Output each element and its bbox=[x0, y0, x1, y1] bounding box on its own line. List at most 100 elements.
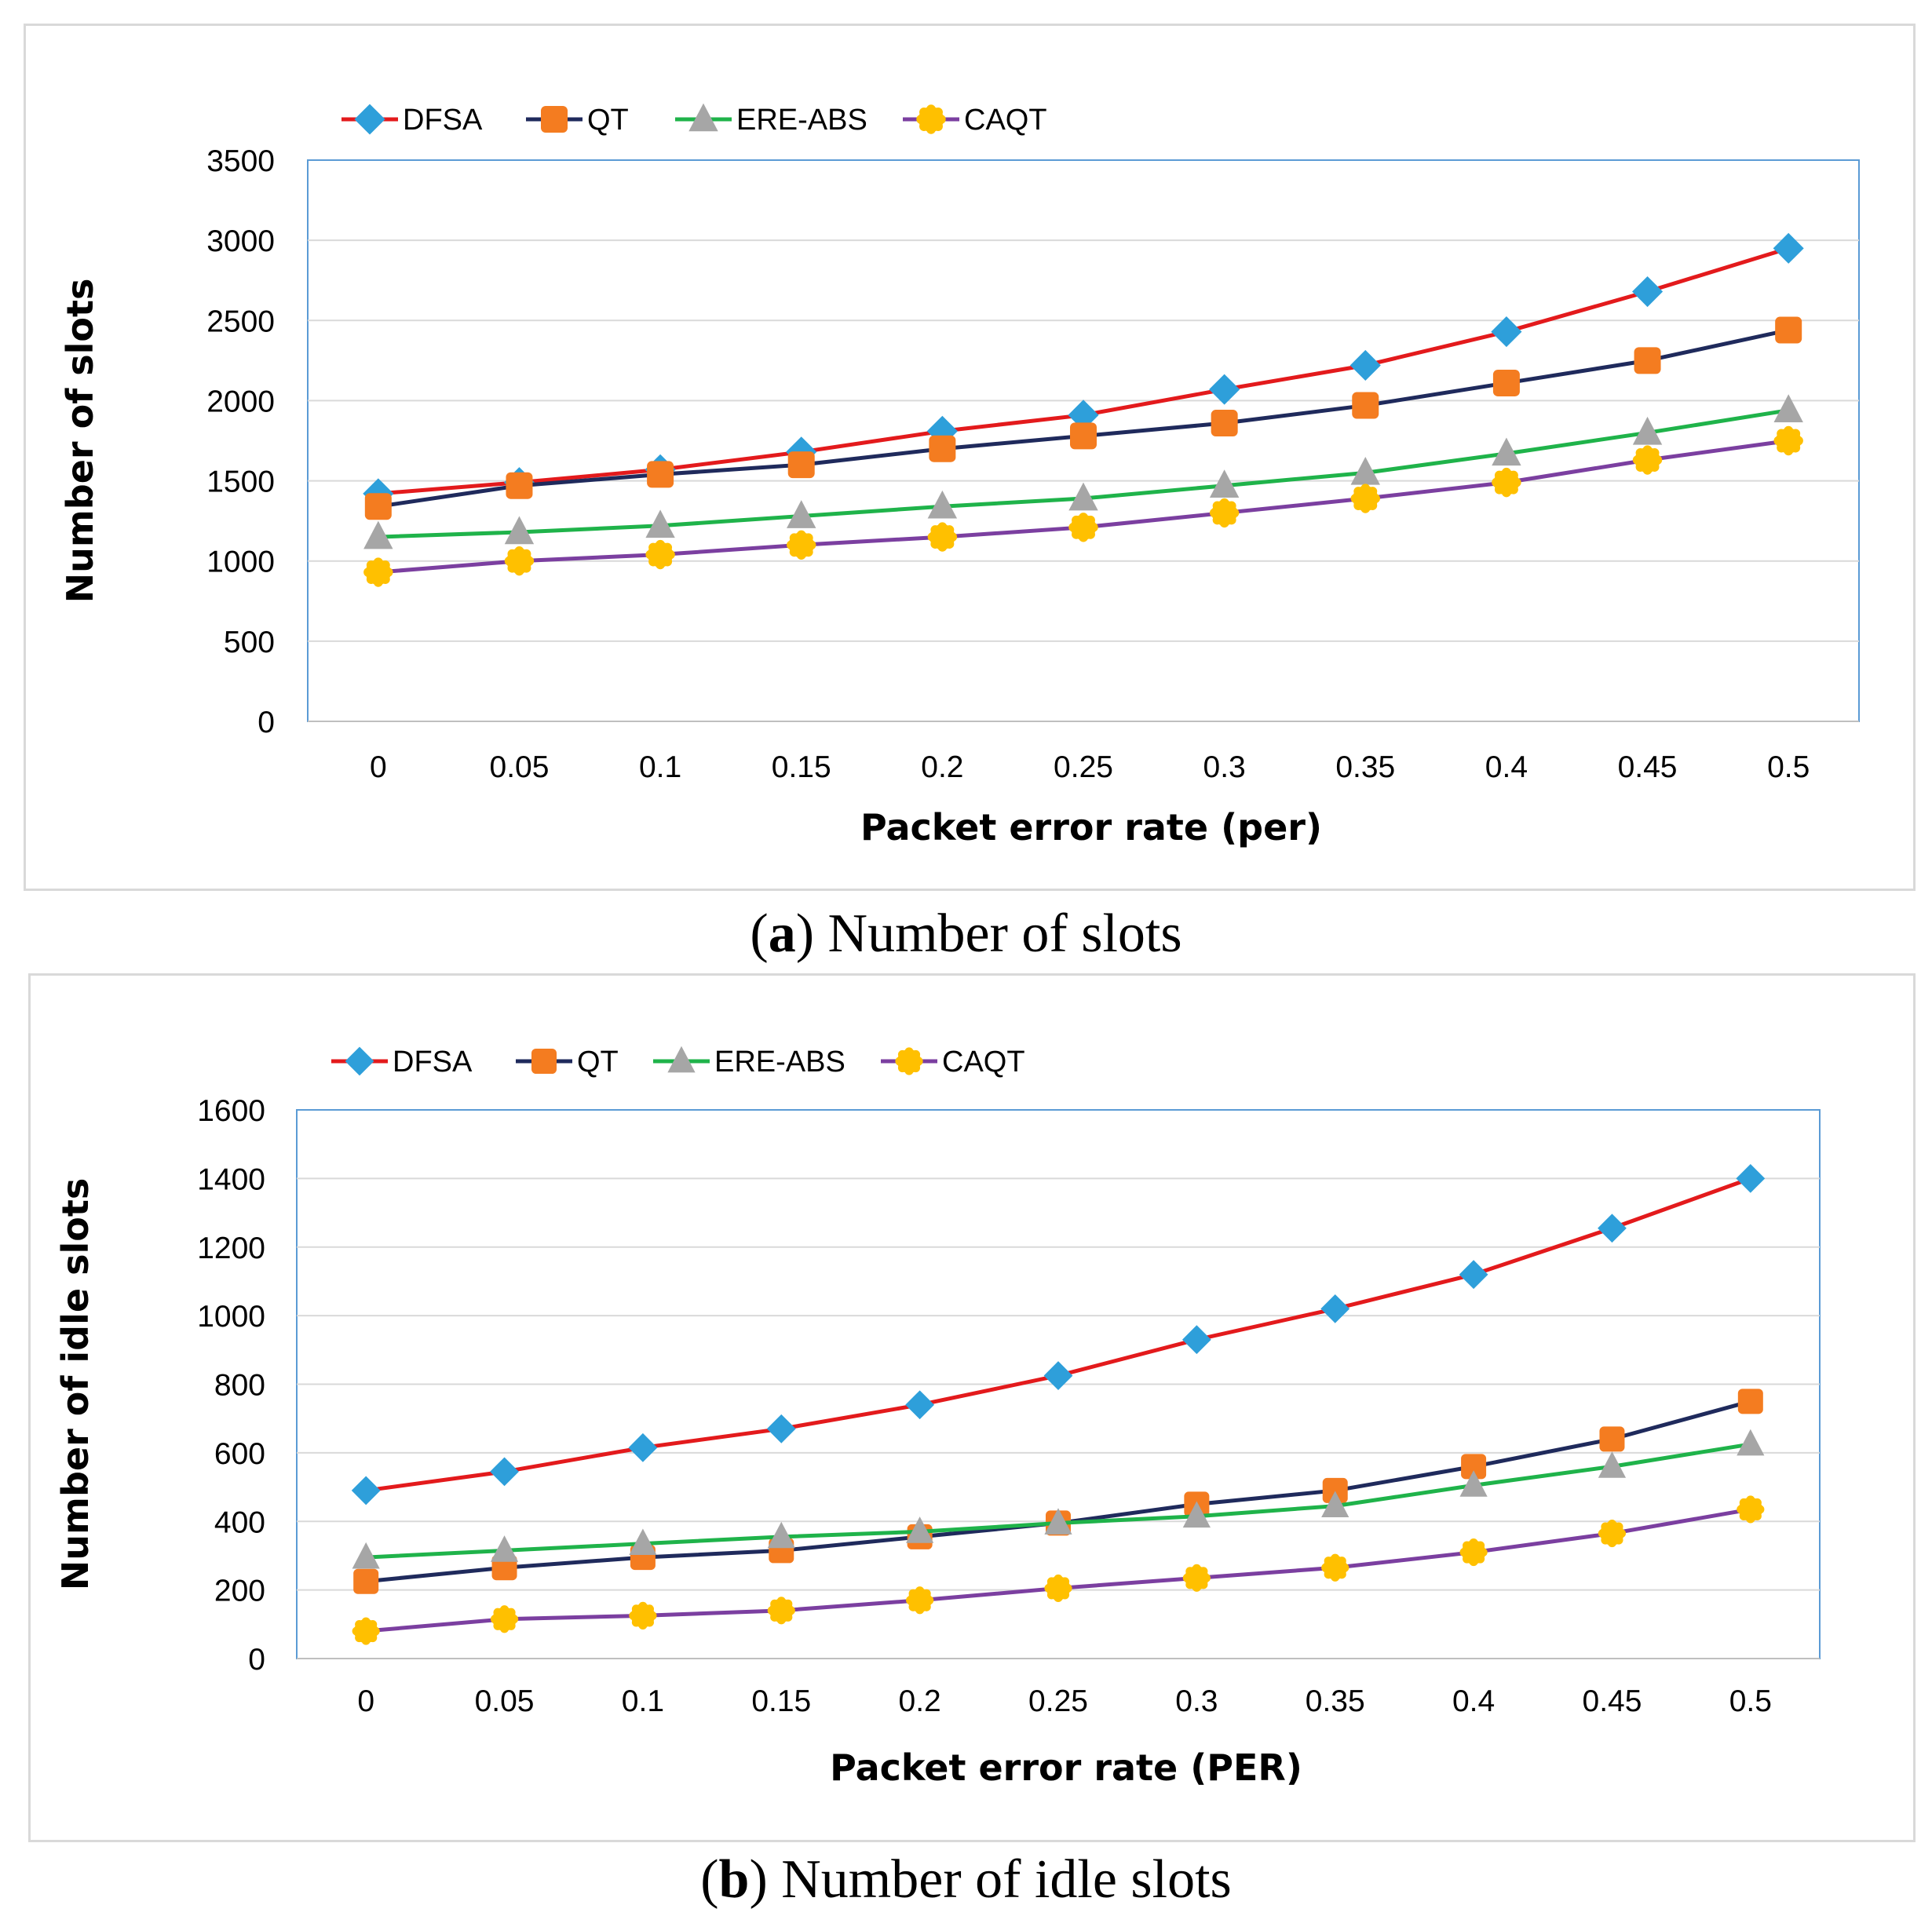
chart-b-y-axis-label: Number of idle slots bbox=[54, 1178, 97, 1590]
chart-a-point-caqt-ray bbox=[1793, 436, 1803, 446]
chart-b-point-ere-abs bbox=[1459, 1470, 1488, 1497]
chart-a-series-qt bbox=[364, 316, 1802, 520]
chart-a-legend-marker-ray bbox=[919, 108, 929, 117]
chart-a-point-caqt bbox=[645, 539, 675, 570]
chart-a-x-tick-label: 0.3 bbox=[1203, 750, 1246, 784]
chart-b-point-ere-abs bbox=[906, 1516, 934, 1543]
chart-b-point-caqt-ray bbox=[908, 1589, 918, 1598]
chart-a-point-caqt-ray bbox=[363, 568, 374, 577]
chart-b-legend-dfsa: DFSA bbox=[331, 1046, 473, 1078]
chart-b-point-caqt-ray bbox=[1060, 1590, 1070, 1600]
chart-a-point-caqt-ray bbox=[1501, 467, 1511, 477]
chart-a-point-caqt-ray bbox=[1219, 498, 1229, 508]
chart-b-point-caqt-ray bbox=[770, 1612, 780, 1622]
chart-a-point-ere-abs bbox=[1492, 437, 1521, 466]
chart-b-point-caqt-ray bbox=[1192, 1582, 1201, 1592]
chart-a-legend-dfsa: DFSA bbox=[341, 104, 483, 137]
chart-b-line-qt bbox=[365, 1399, 1751, 1584]
chart-b-point-ere-abs bbox=[352, 1542, 380, 1569]
chart-b-series-dfsa bbox=[351, 1163, 1766, 1505]
chart-a-point-caqt-ray bbox=[524, 556, 535, 566]
chart-b-point-dfsa bbox=[905, 1390, 935, 1420]
chart-a-point-caqt bbox=[787, 530, 816, 560]
chart-b-point-caqt-ray bbox=[490, 1615, 500, 1624]
chart-a-point-caqt bbox=[1350, 484, 1380, 513]
chart-b-point-caqt-ray bbox=[1614, 1522, 1623, 1531]
chart-a-legend-marker-ray bbox=[926, 124, 936, 134]
chart-a-legend-marker-ray bbox=[916, 115, 926, 124]
chart-a-point-caqt-ray bbox=[789, 547, 799, 557]
caption-b-text: Number of idle slots bbox=[781, 1849, 1232, 1910]
chart-b-point-caqt-ray bbox=[783, 1612, 793, 1622]
chart-a: 0 500 1000 1500 2000 2500 3000 3500 0 0.05 0.1 0.15… bbox=[59, 103, 1860, 849]
chart-b-point-caqt-ray bbox=[1060, 1577, 1070, 1586]
chart-a-point-caqt-ray bbox=[806, 540, 816, 550]
chart-a-point-caqt-ray bbox=[665, 549, 675, 560]
chart-a-y-tick-label: 500 bbox=[224, 626, 275, 659]
chart-b-point-caqt bbox=[1459, 1538, 1488, 1567]
chart-b-point-caqt bbox=[629, 1601, 657, 1630]
chart-a-point-caqt-ray bbox=[1360, 484, 1371, 494]
chart-a-point-caqt-ray bbox=[1086, 529, 1095, 539]
chart-a-point-caqt-ray bbox=[656, 560, 666, 570]
chart-b-point-caqt-ray bbox=[767, 1606, 776, 1615]
chart-b-point-caqt-ray bbox=[915, 1605, 925, 1615]
chart-b-y-tick-label: 1400 bbox=[197, 1162, 265, 1196]
chart-b-legend-marker-ray bbox=[914, 1057, 923, 1066]
chart-b-point-caqt-ray bbox=[368, 1633, 378, 1643]
chart-b-x-tick-label: 0 bbox=[357, 1684, 374, 1718]
chart-a-point-caqt-ray bbox=[1777, 429, 1787, 439]
chart-b-point-caqt-ray bbox=[1739, 1511, 1748, 1521]
chart-a-point-caqt-ray bbox=[507, 563, 517, 573]
chart-a-point-caqt-ray bbox=[930, 525, 940, 535]
chart-a-x-tick-label: 0.5 bbox=[1767, 750, 1810, 784]
chart-b-legend-marker bbox=[895, 1047, 923, 1075]
chart-b-point-caqt-ray bbox=[1616, 1528, 1627, 1538]
chart-a-y-tick-label: 3000 bbox=[206, 224, 275, 258]
chart-a-point-caqt-ray bbox=[1350, 494, 1360, 503]
chart-b-point-caqt-ray bbox=[1607, 1519, 1617, 1529]
chart-b-point-caqt-ray bbox=[908, 1602, 918, 1611]
chart-b-point-dfsa bbox=[1320, 1294, 1350, 1323]
chart-a-point-qt bbox=[1070, 422, 1097, 450]
chart-b-point-caqt-ray bbox=[645, 1618, 654, 1627]
chart-b-point-dfsa bbox=[1598, 1213, 1627, 1243]
chart-b-point-caqt-ray bbox=[1046, 1590, 1057, 1600]
chart-a-legend-marker bbox=[916, 104, 946, 134]
chart-b-y-tick-label: 1600 bbox=[197, 1094, 265, 1128]
chart-b-point-caqt-ray bbox=[1755, 1505, 1765, 1514]
chart-a-point-caqt-ray bbox=[1229, 508, 1240, 518]
chart-b-point-caqt bbox=[1598, 1519, 1627, 1548]
chart-b-point-caqt-ray bbox=[922, 1602, 931, 1611]
chart-a-x-tick-label: 0.25 bbox=[1054, 750, 1113, 784]
chart-a-point-qt bbox=[1352, 392, 1379, 419]
chart-a-legend-marker bbox=[688, 103, 718, 132]
chart-a-point-caqt-ray bbox=[1784, 425, 1794, 436]
chart-a-point-qt bbox=[1775, 316, 1802, 344]
chart-b-legend-qt: QT bbox=[516, 1046, 619, 1078]
chart-b-y-tick-label: 600 bbox=[214, 1437, 265, 1471]
chart-a-point-caqt-ray bbox=[373, 577, 383, 587]
chart-b-point-caqt-ray bbox=[499, 1605, 509, 1615]
chart-a-point-caqt bbox=[363, 557, 393, 587]
chart-b-y-tick-label: 0 bbox=[248, 1643, 265, 1677]
chart-a-x-tick-label: 0.4 bbox=[1485, 750, 1528, 784]
chart-b-point-caqt-ray bbox=[776, 1597, 786, 1606]
chart-b-point-caqt-ray bbox=[1752, 1511, 1762, 1521]
chart-b-point-caqt-ray bbox=[1601, 1522, 1610, 1531]
chart-b-point-qt bbox=[1599, 1426, 1625, 1452]
chart-b-point-caqt-ray bbox=[1331, 1572, 1340, 1582]
chart-a-point-caqt-ray bbox=[1511, 477, 1521, 487]
chart-b-point-caqt-ray bbox=[1185, 1567, 1195, 1576]
chart-a-point-caqt bbox=[504, 546, 535, 576]
chart-a-point-caqt-ray bbox=[1371, 494, 1380, 503]
chart-b-point-qt bbox=[1322, 1477, 1348, 1503]
chart-b-point-dfsa bbox=[766, 1414, 796, 1443]
chart-b-point-caqt-ray bbox=[1601, 1535, 1610, 1545]
chart-a-point-caqt-ray bbox=[1072, 529, 1081, 539]
chart-a-point-caqt-ray bbox=[1226, 515, 1236, 525]
chart-a-point-caqt-ray bbox=[380, 575, 390, 584]
chart-a-point-caqt-ray bbox=[1501, 487, 1511, 498]
chart-a-point-caqt-ray bbox=[937, 542, 948, 552]
chart-a-point-caqt-ray bbox=[366, 560, 376, 570]
